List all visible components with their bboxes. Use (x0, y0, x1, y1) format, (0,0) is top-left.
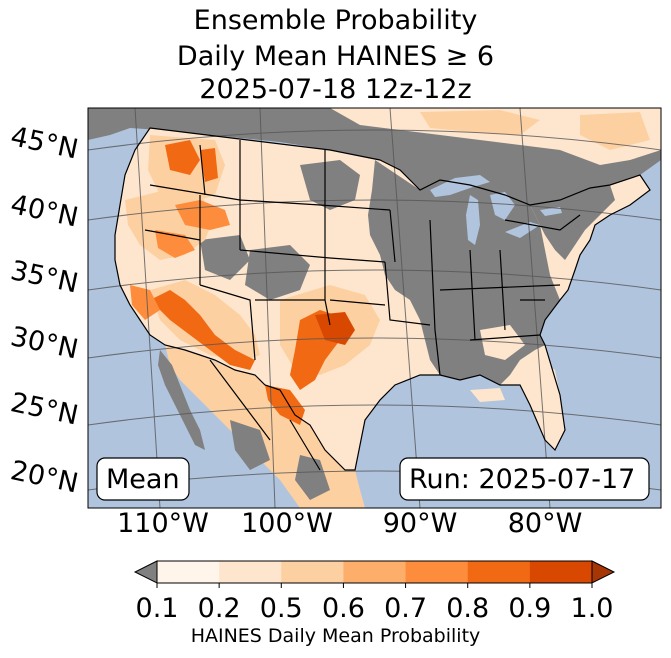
title-line-1: Ensemble Probability (193, 5, 478, 36)
colorbar-segment (343, 561, 407, 583)
mean-label: Mean (106, 464, 180, 495)
mean-annotation: Mean (96, 457, 190, 501)
run-label: Run: 2025-07-17 (409, 464, 635, 495)
colorbar-label: HAINES Daily Mean Probability (190, 625, 481, 647)
longitude-line-110 (134, 108, 161, 508)
lat-label-45: 45°N (8, 121, 81, 165)
colorbar: 0.1 0.2 0.5 0.6 0.7 0.8 0.9 1.0 (133, 560, 616, 624)
title-line-2: Daily Mean HAINES ≥ 6 (176, 41, 495, 72)
colorbar-tick-label: 0.5 (260, 593, 303, 624)
lon-label-90: 90°W (383, 508, 458, 539)
lake-erie (505, 222, 540, 238)
colorbar-tick-label: 0.1 (136, 593, 179, 624)
high-northwest (165, 140, 218, 182)
title-line-3: 2025-07-18 12z-12z (199, 74, 472, 105)
lat-label-35: 35°N (8, 255, 81, 299)
interstate-lines (144, 140, 581, 376)
colorbar-tick-label: 0.2 (198, 593, 241, 624)
colorbar-over-arrow (591, 560, 616, 584)
map-panel (88, 108, 661, 508)
lake-superior (430, 175, 490, 197)
lat-label-30: 30°N (8, 321, 81, 365)
high-arizona (150, 290, 255, 370)
colorbar-segment (467, 561, 531, 583)
colorbar-tick-label: 1.0 (571, 593, 614, 624)
lat-label-40: 40°N (8, 189, 81, 233)
lon-label-100: 100°W (241, 508, 333, 539)
plains-gray-patches (200, 160, 360, 300)
canada-moderate-areas (420, 110, 650, 150)
us-outline (114, 127, 651, 471)
lake-huron (490, 192, 515, 220)
baja-peninsula (158, 350, 205, 450)
northeast-gray-region (530, 185, 615, 260)
run-box (399, 457, 650, 501)
latitude-line-30 (88, 337, 661, 359)
canada-light-areas (330, 108, 661, 165)
longitude-line-80 (519, 108, 551, 508)
southeast-light-patches (470, 325, 525, 402)
longitude-line-90 (389, 108, 421, 508)
lake-ontario (540, 207, 562, 216)
colorbar-under-arrow (133, 560, 158, 584)
latitude-line-45 (88, 129, 661, 151)
mexico-border-states (209, 359, 321, 471)
colorbar-segment (157, 561, 220, 583)
colorbar-segment (281, 561, 344, 583)
map-frame (87, 107, 662, 509)
lat-label-20: 20°N (8, 455, 81, 499)
latitude-line-35 (88, 269, 661, 291)
high-oklahoma (315, 312, 355, 345)
high-great-basin (155, 200, 230, 258)
state-borders (114, 127, 651, 471)
colorbar-tick-label: 0.7 (384, 593, 427, 624)
run-annotation: Run: 2025-07-17 (399, 457, 650, 501)
lake-michigan (466, 195, 480, 245)
latitude-line-40 (88, 199, 661, 221)
longitude-line-100 (259, 108, 276, 508)
high-california (130, 285, 160, 320)
colorbar-tick-label: 0.9 (508, 593, 551, 624)
mean-box (96, 457, 190, 501)
graticule (88, 108, 661, 508)
colorbar-tick-label: 0.6 (322, 593, 365, 624)
lon-label-80: 80°W (508, 508, 583, 539)
lat-label-25: 25°N (8, 387, 81, 431)
colorbar-outline (156, 560, 593, 584)
mexico-gray-patches (230, 420, 330, 500)
colorbar-segment (219, 561, 282, 583)
lon-label-110: 110°W (117, 508, 209, 539)
latitude-line-25 (88, 404, 661, 426)
colorbar-segment (529, 561, 593, 583)
colorbar-segment (405, 561, 469, 583)
colorbar-tick-label: 0.8 (446, 593, 489, 624)
